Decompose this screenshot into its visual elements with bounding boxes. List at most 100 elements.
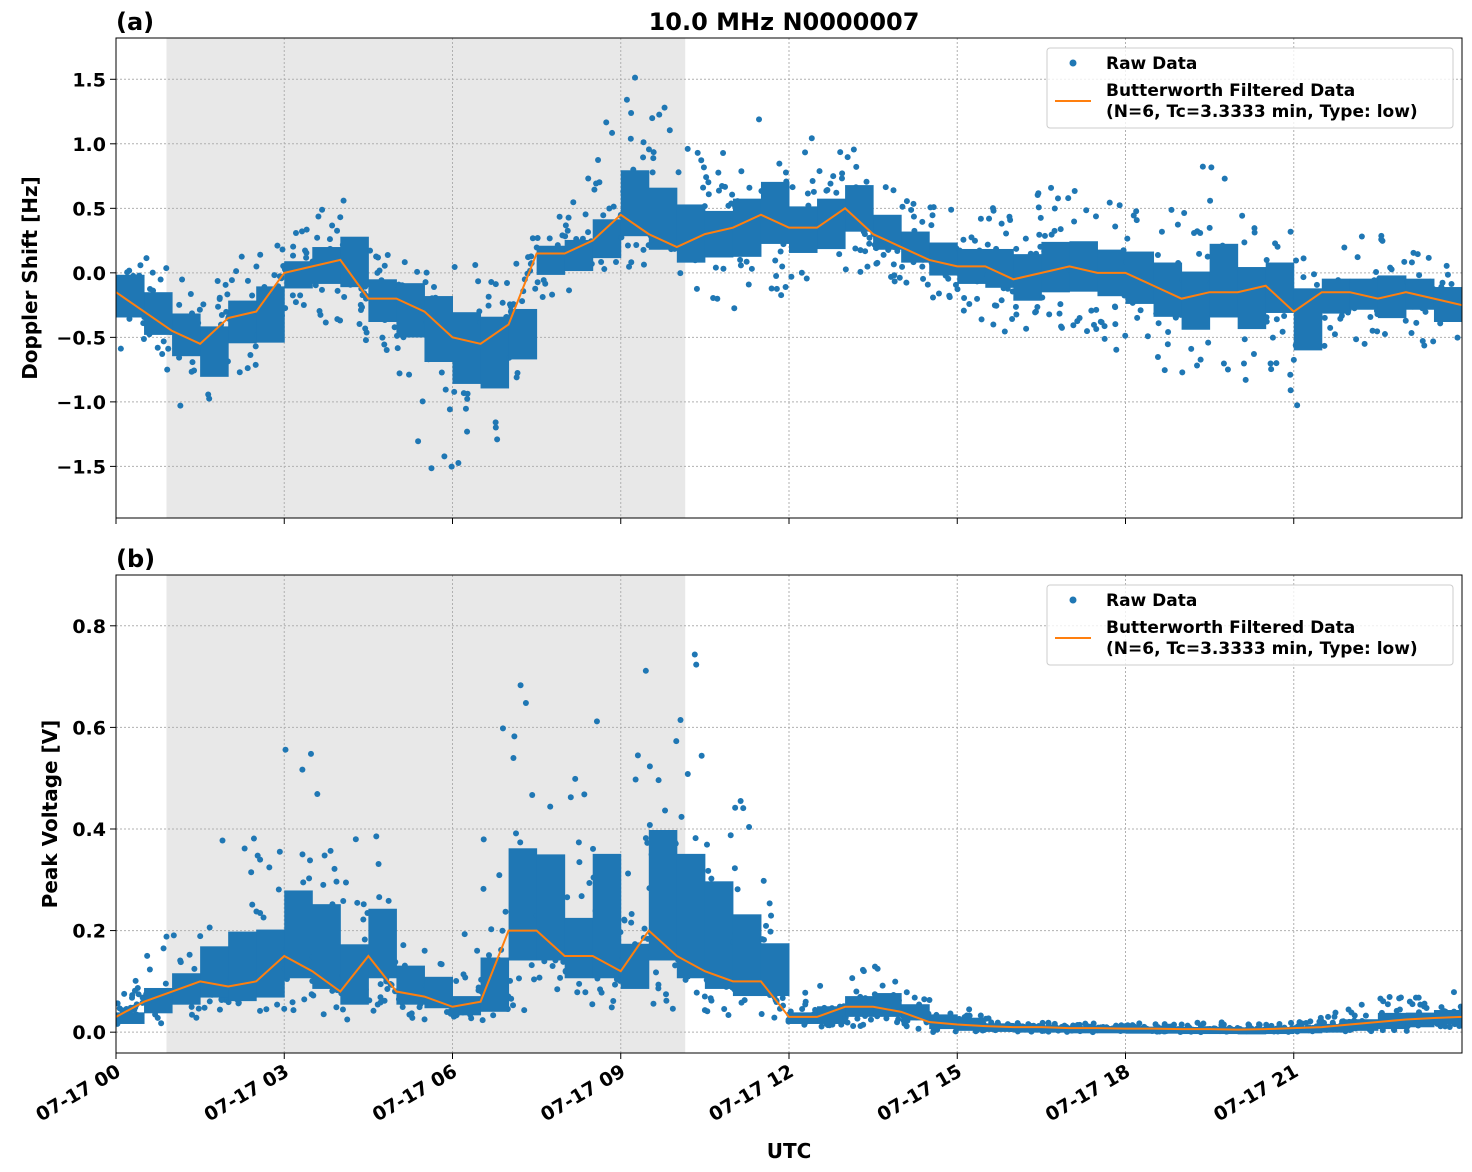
- raw-data-band: [1181, 271, 1211, 330]
- raw-data-point: [216, 294, 223, 301]
- raw-data-point: [290, 1007, 297, 1014]
- raw-data-point: [984, 241, 991, 248]
- raw-data-point: [924, 281, 931, 288]
- raw-data-point: [356, 321, 363, 328]
- raw-data-point: [361, 936, 368, 943]
- raw-data-point: [116, 1000, 121, 1007]
- raw-data-point: [729, 191, 736, 198]
- raw-data-point: [566, 287, 573, 294]
- raw-data-point: [892, 978, 899, 985]
- raw-data-point: [485, 302, 492, 309]
- raw-data-point: [1450, 989, 1457, 996]
- raw-data-point: [974, 295, 981, 302]
- raw-data-point: [513, 260, 520, 267]
- raw-data-point: [789, 184, 796, 191]
- raw-data-point: [899, 263, 906, 270]
- raw-data-point: [646, 763, 653, 770]
- raw-data-point: [337, 214, 344, 221]
- raw-data-point: [1122, 332, 1129, 339]
- raw-data-point: [748, 265, 755, 272]
- raw-data-point: [1208, 164, 1215, 171]
- raw-data-band: [817, 1006, 846, 1024]
- raw-data-point: [496, 872, 503, 879]
- filtered-line: [116, 207, 1462, 345]
- raw-data-point: [1421, 1000, 1428, 1007]
- raw-data-point: [778, 292, 785, 299]
- raw-data-point: [228, 277, 235, 284]
- raw-data-point: [720, 150, 727, 157]
- raw-data-point: [428, 465, 435, 472]
- raw-data-point: [700, 164, 707, 171]
- raw-data-point: [810, 188, 817, 195]
- raw-data-point: [1039, 294, 1046, 301]
- raw-data-point: [303, 226, 310, 233]
- raw-data-band: [1265, 262, 1295, 313]
- raw-data-point: [329, 987, 336, 994]
- raw-data-band: [1125, 251, 1155, 304]
- y-tick-label: 1.5: [72, 69, 106, 91]
- raw-data-point: [340, 197, 347, 204]
- raw-data-point: [708, 997, 715, 1004]
- raw-data-point: [189, 359, 196, 366]
- raw-data-point: [492, 424, 499, 431]
- legend-filtered-params: (N=6, Tc=3.3333 min, Type: low): [1106, 102, 1418, 122]
- raw-data-point: [557, 974, 564, 981]
- raw-data-band: [1321, 278, 1351, 314]
- raw-data-point: [802, 989, 809, 996]
- raw-data-band: [396, 965, 425, 1005]
- raw-data-point: [341, 294, 348, 301]
- raw-data-point: [401, 259, 408, 266]
- raw-data-point: [381, 341, 388, 348]
- raw-data-point: [137, 262, 144, 269]
- raw-data-point: [1014, 1020, 1021, 1027]
- raw-data-point: [1088, 307, 1095, 314]
- raw-data-point: [314, 791, 321, 798]
- raw-data-point: [1331, 331, 1338, 338]
- raw-data-point: [804, 190, 811, 197]
- raw-data-point: [297, 292, 304, 299]
- raw-data-point: [844, 154, 851, 161]
- raw-data-point: [612, 981, 619, 988]
- raw-data-point: [1386, 994, 1393, 1001]
- raw-data-point: [441, 453, 448, 460]
- raw-data-point: [589, 1001, 596, 1008]
- raw-data-point: [1353, 336, 1360, 343]
- filtered-line: [116, 929, 1462, 1031]
- raw-data-point: [628, 109, 635, 116]
- raw-data-point: [978, 316, 985, 323]
- raw-data-point: [1396, 1006, 1403, 1013]
- raw-data-point: [894, 1019, 901, 1026]
- raw-data-point: [701, 993, 708, 1000]
- panel-a: 1.5 1.0 0.5 0.0 −0.5 −1.0 −1.5 (a) Doppler Shift…: [18, 8, 1463, 524]
- y-tick-label: 0.0: [72, 263, 106, 285]
- raw-data-point: [1194, 1019, 1201, 1026]
- raw-data-point: [576, 859, 583, 866]
- raw-data-point: [299, 766, 306, 773]
- raw-data-point: [649, 115, 656, 122]
- raw-data-point: [1181, 210, 1188, 217]
- raw-data-band: [620, 170, 650, 237]
- raw-data-point: [585, 229, 592, 236]
- raw-data-point: [836, 251, 843, 258]
- raw-data-point: [154, 344, 161, 351]
- raw-data-point: [598, 989, 605, 996]
- raw-data-point: [1299, 1020, 1306, 1027]
- raw-data-point: [556, 213, 563, 220]
- raw-data-point: [677, 717, 684, 724]
- raw-data-point: [307, 750, 314, 757]
- raw-data-point: [656, 111, 663, 118]
- raw-data-point: [216, 1006, 223, 1013]
- raw-data-point: [129, 994, 136, 1001]
- raw-data-point: [627, 135, 634, 142]
- raw-data-point: [376, 894, 383, 901]
- raw-data-point: [722, 183, 729, 190]
- raw-data-point: [306, 875, 313, 882]
- raw-data-point: [177, 957, 184, 964]
- raw-data-point: [140, 336, 147, 343]
- raw-data-point: [257, 1007, 264, 1014]
- panel-label: (b): [116, 545, 155, 573]
- raw-data-point: [547, 803, 554, 810]
- raw-data-point: [632, 74, 639, 81]
- raw-data-point: [1454, 334, 1461, 341]
- raw-data-point: [915, 1025, 922, 1032]
